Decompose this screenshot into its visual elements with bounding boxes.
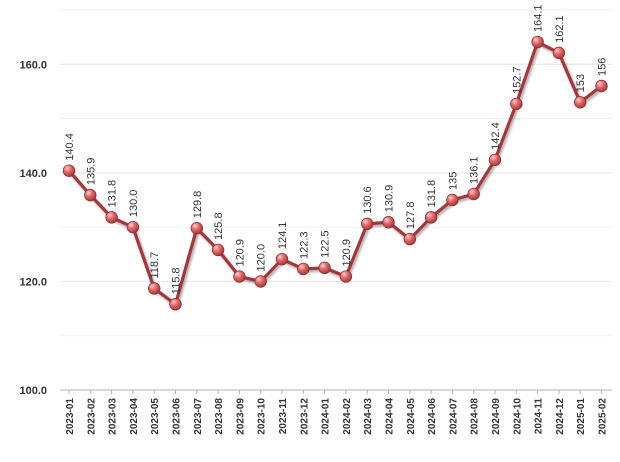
x-tick-label: 2024-04 xyxy=(385,398,396,435)
x-tick-label: 2023-08 xyxy=(214,398,225,435)
y-tick-label: 140.0 xyxy=(19,168,47,180)
x-tick-label: 2024-07 xyxy=(448,398,459,435)
x-tick-label: 2023-01 xyxy=(65,398,76,435)
axes: 100.0 120.0 140.0 160.0 2023-01 2023-02 2023-0… xyxy=(19,59,612,435)
data-label: 122.3 xyxy=(298,231,310,259)
x-tick-label: 2023-11 xyxy=(278,398,289,435)
data-point xyxy=(339,270,353,283)
data-label: 164.1 xyxy=(533,4,545,32)
y-tick-label: 100.0 xyxy=(19,385,47,397)
data-label: 152.7 xyxy=(511,66,523,94)
x-tick-label: 2024-03 xyxy=(363,398,374,435)
data-point xyxy=(595,79,608,93)
data-point xyxy=(233,270,246,283)
x-tick-label: 2023-03 xyxy=(108,398,119,435)
x-tick-label: 2024-12 xyxy=(555,398,566,435)
data-point xyxy=(552,46,566,60)
grid-lines xyxy=(60,9,612,337)
data-point xyxy=(297,262,310,276)
x-tick-label: 2023-06 xyxy=(172,398,183,435)
data-label: 125.8 xyxy=(213,212,225,240)
x-tick-label: 2024-09 xyxy=(491,398,502,435)
data-label: 162.1 xyxy=(554,15,566,43)
data-point xyxy=(467,187,480,201)
x-tick-label: 2023-05 xyxy=(150,398,161,435)
data-point xyxy=(488,153,502,167)
x-tick-label: 2025-01 xyxy=(576,398,587,435)
data-point xyxy=(190,222,204,235)
data-point xyxy=(275,252,289,266)
x-tick-label: 2023-07 xyxy=(193,398,204,435)
x-tick-label: 2024-08 xyxy=(470,398,481,435)
x-tick-label: 2024-10 xyxy=(512,398,523,435)
data-point xyxy=(318,261,331,275)
data-label: 135.9 xyxy=(85,158,97,186)
data-labels: 140.4 135.9 131.8 130.0 118.7 115.8 129.8 125.8… xyxy=(64,4,609,294)
data-label: 130.0 xyxy=(128,190,140,218)
x-tick-label: 2023-02 xyxy=(86,398,97,435)
data-label: 135 xyxy=(447,172,459,190)
x-tick-label: 2024-02 xyxy=(342,398,353,435)
data-label: 120.9 xyxy=(234,239,246,267)
data-label: 118.7 xyxy=(149,252,161,279)
data-label: 115.8 xyxy=(171,268,183,295)
data-point xyxy=(169,298,182,311)
data-point xyxy=(403,232,417,246)
data-point xyxy=(574,96,587,109)
data-point xyxy=(147,282,161,295)
data-label: 122.5 xyxy=(320,230,332,258)
data-label: 131.8 xyxy=(426,180,438,208)
x-tick-label: 2023-04 xyxy=(129,398,140,435)
data-label: 120.0 xyxy=(256,244,268,272)
y-tick-label: 160.0 xyxy=(19,59,47,71)
data-point xyxy=(211,243,225,257)
data-point xyxy=(126,220,140,234)
data-label: 129.8 xyxy=(192,191,204,219)
data-label: 140.4 xyxy=(64,133,76,161)
data-label: 120.9 xyxy=(341,239,353,267)
x-tick-label: 2023-10 xyxy=(257,398,268,435)
data-point xyxy=(361,217,374,231)
x-tick-label: 2024-01 xyxy=(321,398,332,435)
data-label: 136.1 xyxy=(469,156,481,184)
data-point xyxy=(84,188,97,202)
x-tick-label: 2024-11 xyxy=(534,398,545,435)
data-label: 127.8 xyxy=(405,202,417,230)
data-label: 131.8 xyxy=(107,180,119,208)
data-point xyxy=(254,275,267,288)
data-point xyxy=(531,35,544,49)
data-point xyxy=(424,211,438,224)
data-label: 130.6 xyxy=(362,186,374,214)
x-tick-label: 2024-06 xyxy=(427,398,438,435)
data-point xyxy=(105,211,118,224)
x-tick-label: 2023-12 xyxy=(299,398,310,435)
data-label: 142.4 xyxy=(490,122,502,150)
data-point xyxy=(382,216,395,229)
data-label: 153 xyxy=(575,74,587,92)
data-label: 124.1 xyxy=(277,222,289,250)
x-tick-label: 2023-09 xyxy=(235,398,246,435)
data-point xyxy=(510,97,523,111)
x-tick-label: 2025-02 xyxy=(598,398,609,435)
data-point xyxy=(62,164,76,177)
y-tick-label: 120.0 xyxy=(19,276,47,288)
data-label: 156 xyxy=(597,58,609,76)
x-tick-label: 2024-05 xyxy=(406,398,417,435)
data-label: 130.9 xyxy=(384,185,396,213)
data-point xyxy=(446,193,459,207)
series-line-group xyxy=(62,35,608,311)
